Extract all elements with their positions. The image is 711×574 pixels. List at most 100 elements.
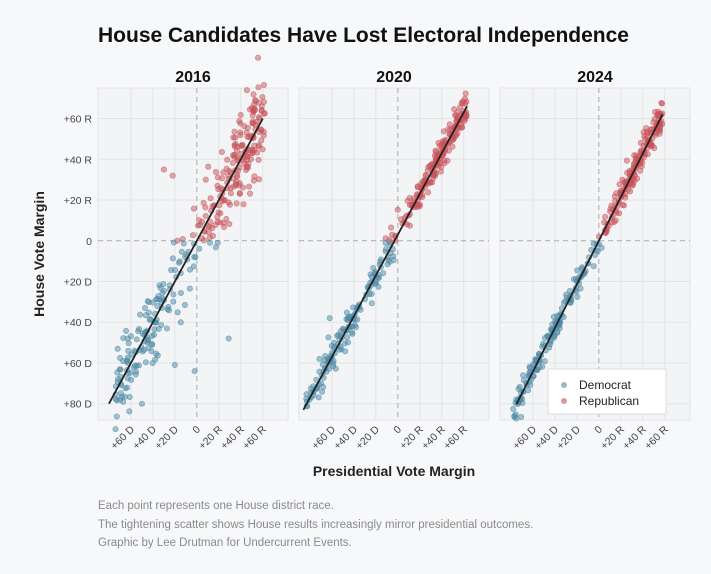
- point-democrat: [170, 291, 177, 298]
- point-republican: [246, 146, 253, 153]
- point-democrat: [187, 266, 194, 273]
- point-democrat: [149, 360, 156, 367]
- point-democrat: [574, 293, 581, 300]
- point-democrat: [154, 302, 161, 309]
- point-republican: [246, 183, 253, 190]
- point-democrat: [141, 304, 148, 311]
- y-tick-label: +60 R: [64, 114, 93, 126]
- caption-line: The tightening scatter shows House resul…: [98, 519, 534, 531]
- point-republican: [189, 232, 196, 239]
- point-democrat: [316, 355, 323, 362]
- point-republican: [220, 169, 227, 176]
- point-republican: [439, 138, 446, 145]
- point-democrat: [527, 382, 534, 389]
- point-republican: [229, 159, 236, 166]
- point-republican: [237, 129, 244, 136]
- point-republican: [249, 118, 256, 125]
- legend-marker-republican: [561, 398, 567, 404]
- point-democrat: [520, 377, 527, 384]
- x-tick-label: 0: [391, 424, 404, 437]
- point-republican: [200, 199, 207, 206]
- point-democrat: [125, 347, 132, 354]
- point-republican: [255, 114, 262, 121]
- x-tick-label: +40 R: [419, 423, 448, 452]
- point-democrat: [125, 340, 132, 347]
- point-democrat: [153, 296, 160, 303]
- x-tick-label: +20 D: [554, 423, 583, 452]
- point-democrat: [169, 255, 176, 262]
- point-democrat: [207, 239, 214, 246]
- point-democrat: [113, 413, 120, 420]
- point-democrat: [518, 414, 525, 421]
- point-democrat: [127, 333, 134, 340]
- point-republican: [613, 190, 620, 197]
- point-democrat: [178, 248, 185, 255]
- point-democrat: [316, 368, 323, 375]
- trend-line: [302, 105, 468, 411]
- point-republican: [197, 222, 204, 229]
- point-democrat: [114, 345, 121, 352]
- y-tick-label: +40 D: [64, 317, 93, 329]
- point-democrat: [120, 335, 127, 342]
- point-republican: [236, 190, 243, 197]
- point-republican: [233, 154, 240, 161]
- point-democrat: [382, 240, 389, 247]
- point-republican: [616, 181, 623, 188]
- point-republican: [637, 139, 644, 146]
- point-republican: [451, 106, 458, 113]
- point-democrat: [123, 327, 130, 334]
- x-tick-label: +60 D: [109, 423, 138, 452]
- point-democrat: [344, 339, 351, 346]
- point-republican: [258, 137, 265, 144]
- y-tick-label: +20 D: [64, 276, 93, 288]
- point-republican: [231, 141, 238, 148]
- point-republican: [619, 176, 626, 183]
- x-tick-label: +20 R: [196, 423, 225, 452]
- point-democrat: [181, 301, 188, 308]
- point-republican: [224, 156, 231, 163]
- point-democrat: [574, 267, 581, 274]
- point-republican: [169, 172, 176, 179]
- point-democrat: [154, 352, 161, 359]
- point-republican: [237, 111, 244, 118]
- point-democrat: [315, 394, 322, 401]
- point-republican: [449, 143, 456, 150]
- point-democrat: [126, 408, 133, 415]
- x-tick-label: 0: [592, 424, 605, 437]
- point-democrat: [191, 368, 198, 375]
- point-republican: [654, 111, 661, 118]
- point-democrat: [133, 336, 140, 343]
- point-democrat: [177, 289, 184, 296]
- point-republican: [394, 206, 401, 213]
- y-tick-label: +20 R: [64, 195, 93, 207]
- point-democrat: [330, 363, 337, 370]
- point-republican: [214, 213, 221, 220]
- x-tick-label: 0: [190, 424, 203, 437]
- point-republican: [446, 121, 453, 128]
- point-democrat: [190, 263, 197, 270]
- point-republican: [206, 234, 213, 241]
- point-republican: [462, 90, 469, 97]
- x-tick-label: +40 D: [131, 423, 160, 452]
- point-democrat: [124, 358, 131, 365]
- panel-title: 2016: [175, 69, 211, 86]
- y-tick-label: +80 D: [64, 399, 93, 411]
- point-democrat: [225, 335, 232, 342]
- point-democrat: [127, 369, 134, 376]
- point-democrat: [157, 285, 164, 292]
- point-republican: [214, 218, 221, 225]
- point-republican: [233, 200, 240, 207]
- caption-line: Graphic by Lee Drutman for Undercurrent …: [98, 537, 352, 549]
- point-democrat: [168, 266, 175, 273]
- point-republican: [215, 186, 222, 193]
- point-democrat: [148, 348, 155, 355]
- point-republican: [255, 84, 262, 91]
- point-republican: [214, 174, 221, 181]
- point-democrat: [512, 411, 519, 418]
- point-democrat: [186, 285, 193, 292]
- x-tick-label: +40 D: [332, 423, 361, 452]
- point-democrat: [176, 258, 183, 265]
- point-republican: [429, 160, 436, 167]
- point-democrat: [149, 332, 156, 339]
- point-democrat: [163, 325, 170, 332]
